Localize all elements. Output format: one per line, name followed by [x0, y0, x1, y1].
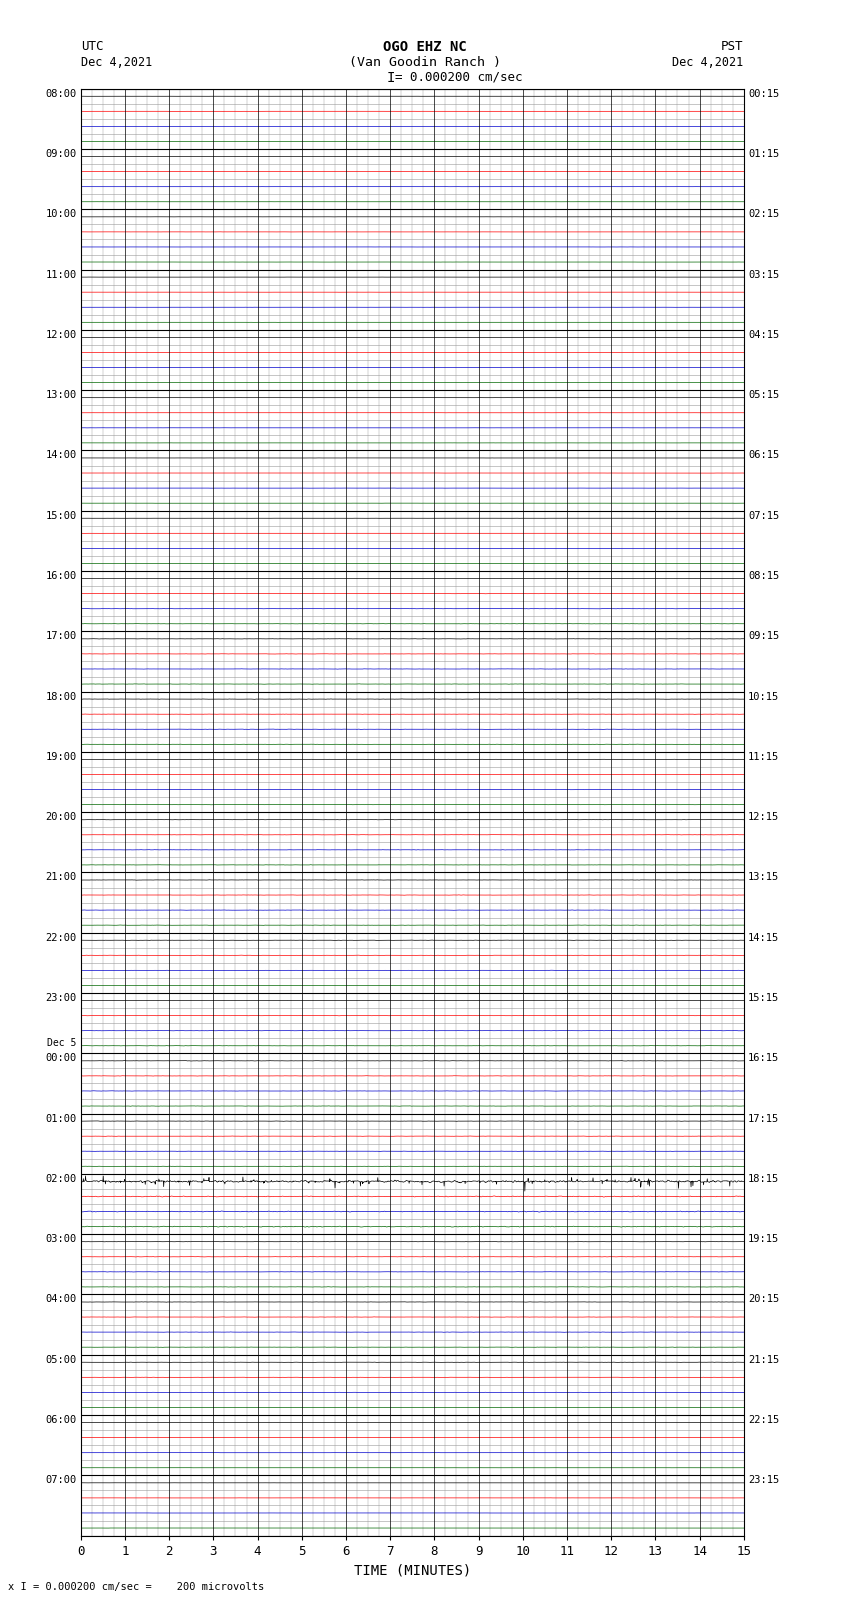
- Text: 07:15: 07:15: [748, 511, 779, 521]
- Text: 22:15: 22:15: [748, 1415, 779, 1424]
- Text: 05:00: 05:00: [45, 1355, 76, 1365]
- Text: 10:00: 10:00: [45, 210, 76, 219]
- Text: 17:15: 17:15: [748, 1113, 779, 1124]
- Text: 04:00: 04:00: [45, 1294, 76, 1305]
- X-axis label: TIME (MINUTES): TIME (MINUTES): [354, 1563, 471, 1578]
- Text: 11:00: 11:00: [45, 269, 76, 279]
- Text: 03:00: 03:00: [45, 1234, 76, 1244]
- Text: 19:15: 19:15: [748, 1234, 779, 1244]
- Text: 06:15: 06:15: [748, 450, 779, 460]
- Text: Dec 4,2021: Dec 4,2021: [81, 56, 152, 69]
- Text: 08:15: 08:15: [748, 571, 779, 581]
- Text: (Van Goodin Ranch ): (Van Goodin Ranch ): [349, 56, 501, 69]
- Text: 19:00: 19:00: [45, 752, 76, 761]
- Text: 23:15: 23:15: [748, 1476, 779, 1486]
- Text: 08:00: 08:00: [45, 89, 76, 98]
- Text: OGO EHZ NC: OGO EHZ NC: [383, 40, 467, 55]
- Text: 14:15: 14:15: [748, 932, 779, 942]
- Text: Dec 4,2021: Dec 4,2021: [672, 56, 744, 69]
- Text: 18:00: 18:00: [45, 692, 76, 702]
- Text: 22:00: 22:00: [45, 932, 76, 942]
- Text: 05:15: 05:15: [748, 390, 779, 400]
- Text: 00:00: 00:00: [45, 1053, 76, 1063]
- Text: 02:15: 02:15: [748, 210, 779, 219]
- Text: 18:15: 18:15: [748, 1174, 779, 1184]
- Text: 23:00: 23:00: [45, 994, 76, 1003]
- Text: 20:00: 20:00: [45, 813, 76, 823]
- Text: 11:15: 11:15: [748, 752, 779, 761]
- Text: 16:15: 16:15: [748, 1053, 779, 1063]
- Text: 01:15: 01:15: [748, 148, 779, 160]
- Text: 21:15: 21:15: [748, 1355, 779, 1365]
- Text: x I = 0.000200 cm/sec =    200 microvolts: x I = 0.000200 cm/sec = 200 microvolts: [8, 1582, 264, 1592]
- Text: 16:00: 16:00: [45, 571, 76, 581]
- Text: 14:00: 14:00: [45, 450, 76, 460]
- Text: 09:15: 09:15: [748, 631, 779, 642]
- Text: 10:15: 10:15: [748, 692, 779, 702]
- Text: 17:00: 17:00: [45, 631, 76, 642]
- Text: 01:00: 01:00: [45, 1113, 76, 1124]
- Text: 09:00: 09:00: [45, 148, 76, 160]
- Text: 02:00: 02:00: [45, 1174, 76, 1184]
- Text: 03:15: 03:15: [748, 269, 779, 279]
- Text: 20:15: 20:15: [748, 1294, 779, 1305]
- Text: = 0.000200 cm/sec: = 0.000200 cm/sec: [395, 71, 523, 84]
- Text: UTC: UTC: [81, 40, 103, 53]
- Text: 12:00: 12:00: [45, 331, 76, 340]
- Text: 13:15: 13:15: [748, 873, 779, 882]
- Text: I: I: [387, 71, 395, 85]
- Text: 13:00: 13:00: [45, 390, 76, 400]
- Text: 00:15: 00:15: [748, 89, 779, 98]
- Text: 04:15: 04:15: [748, 331, 779, 340]
- Text: 21:00: 21:00: [45, 873, 76, 882]
- Text: 15:00: 15:00: [45, 511, 76, 521]
- Text: Dec 5: Dec 5: [47, 1039, 76, 1048]
- Text: 07:00: 07:00: [45, 1476, 76, 1486]
- Text: PST: PST: [722, 40, 744, 53]
- Text: 12:15: 12:15: [748, 813, 779, 823]
- Text: 15:15: 15:15: [748, 994, 779, 1003]
- Text: 06:00: 06:00: [45, 1415, 76, 1424]
